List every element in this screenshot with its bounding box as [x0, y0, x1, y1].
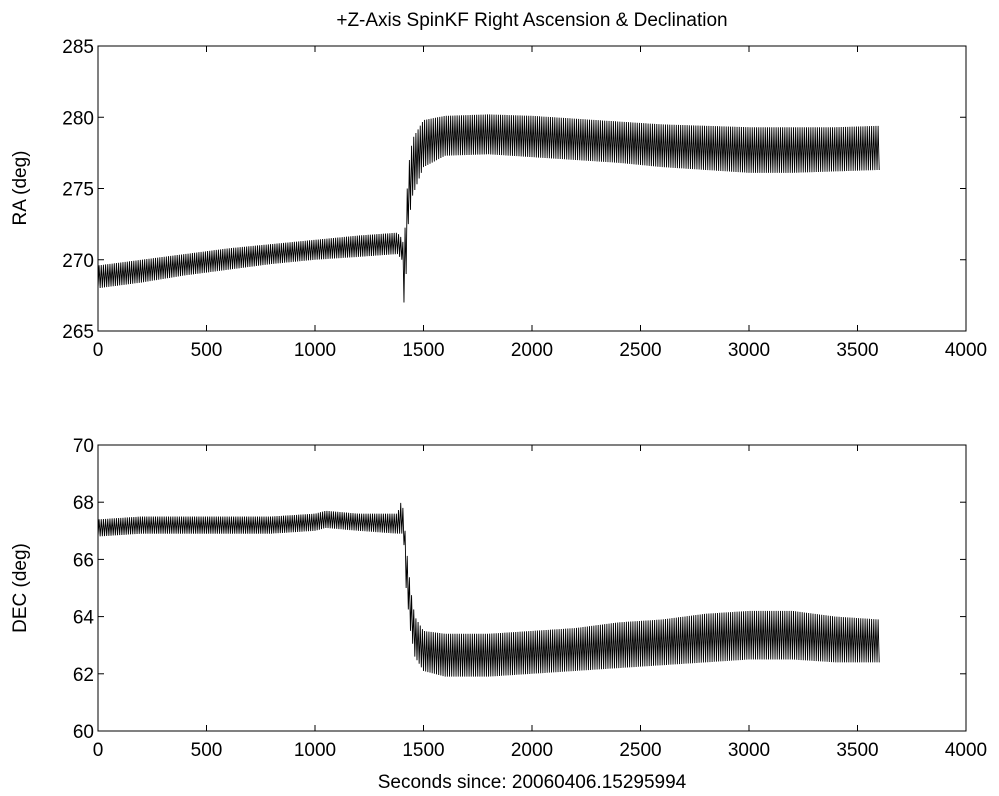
- x-tick-label: 2000: [511, 340, 553, 361]
- y-tick-label: 64: [73, 608, 95, 629]
- axes-box: [97, 45, 967, 332]
- y-tick-label: 265: [62, 322, 94, 343]
- x-tick-label: 2500: [619, 340, 661, 361]
- x-tick-label: 3000: [728, 340, 770, 361]
- data-series-line: [97, 502, 880, 677]
- x-axis-label: Seconds since: 20060406.15295994: [378, 772, 687, 793]
- y-tick-label: 275: [62, 180, 94, 201]
- y-tick-label: 70: [73, 436, 94, 457]
- x-tick-label: 1000: [294, 740, 336, 761]
- x-tick-label: 1000: [294, 340, 336, 361]
- y-tick-label: 68: [73, 493, 94, 514]
- y-tick-label: 66: [73, 550, 94, 571]
- x-tick-label: 4000: [945, 340, 987, 361]
- x-tick-label: 0: [93, 340, 104, 361]
- x-tick-label: 500: [191, 740, 223, 761]
- y-axis-label: DEC (deg): [10, 543, 31, 633]
- y-tick-label: 285: [62, 37, 94, 58]
- axes-box: [97, 444, 967, 732]
- dec-subplot: 0 500 1000 1500 2000 2500 3000 3500 4000 60 62 64 66…: [10, 436, 987, 761]
- y-tick-label: 60: [73, 722, 94, 743]
- x-tick-label: 3500: [836, 340, 878, 361]
- figure-title: +Z-Axis SpinKF Right Ascension & Declina…: [336, 10, 727, 31]
- y-tick-label: 270: [62, 251, 94, 272]
- x-tick-label: 3000: [728, 740, 770, 761]
- y-tick-label: 62: [73, 665, 94, 686]
- x-tick-label: 500: [191, 340, 223, 361]
- x-tick-label: 0: [93, 740, 104, 761]
- x-tick-label: 4000: [945, 740, 987, 761]
- x-tick-label: 2000: [511, 740, 553, 761]
- y-axis-label: RA (deg): [10, 151, 31, 226]
- x-tick-label: 1500: [402, 740, 444, 761]
- x-tick-label: 1500: [402, 340, 444, 361]
- x-tick-label: 3500: [836, 740, 878, 761]
- data-series-line: [97, 114, 880, 303]
- x-tick-label: 2500: [619, 740, 661, 761]
- y-tick-label: 280: [62, 108, 94, 129]
- ra-subplot: 0 500 1000 1500 2000 2500 3000 3500 4000 265 270 27…: [10, 37, 987, 361]
